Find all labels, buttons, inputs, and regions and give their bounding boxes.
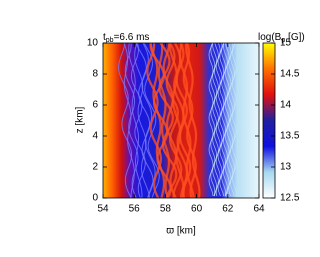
colorbar-label: log(Bp [G]) [258,32,305,44]
x-tick-label: 54 [97,204,109,215]
field-structure [178,43,195,198]
field-structure [157,43,170,198]
y-tick-label: 10 [87,38,99,49]
field-structure [221,43,227,197]
field-structure [162,43,178,198]
y-axis-label: z [km] [75,106,86,133]
field-structure [182,43,197,198]
colorbar-tick-label: 13 [280,162,292,173]
field-structure [134,43,150,198]
x-axis-label: ϖ [km] [166,226,196,237]
field-structure [149,43,166,198]
field-structure [135,43,154,198]
x-tick-label: 64 [253,204,265,215]
x-tick-label: 62 [222,204,234,215]
field-structure [128,43,143,198]
field-structure [185,43,201,198]
colorbar [262,42,276,199]
field-structure [158,43,178,198]
plot-frame [102,42,260,199]
y-tick-label: 4 [92,131,98,142]
field-structure [117,43,133,198]
colorbar-tick-label: 15 [280,38,292,49]
field-structure [224,43,230,197]
colorbar-tick-label: 13.5 [280,131,300,142]
y-tick-label: 0 [92,193,98,204]
field-structure [168,43,185,198]
field-structure [217,43,223,197]
field-structure [124,43,139,198]
chart-title: tpb=6.6 ms [103,32,149,44]
colorbar-tick-label: 14.5 [280,69,300,80]
x-tick-label: 56 [129,204,141,215]
x-tick-label: 58 [160,204,172,215]
field-structure [228,43,234,197]
field-structure [123,43,135,198]
field-structure [146,43,163,198]
field-structure [231,43,237,196]
y-tick-label: 2 [92,162,98,173]
field-structure [213,43,219,197]
x-tick-label: 60 [191,204,203,215]
field-structure [117,43,237,198]
y-tick-label: 8 [92,69,98,80]
y-tick-label: 6 [92,100,98,111]
colorbar-tick-label: 12.5 [280,193,300,204]
field-structure [143,43,160,198]
colorbar-tick-label: 14 [280,100,292,111]
